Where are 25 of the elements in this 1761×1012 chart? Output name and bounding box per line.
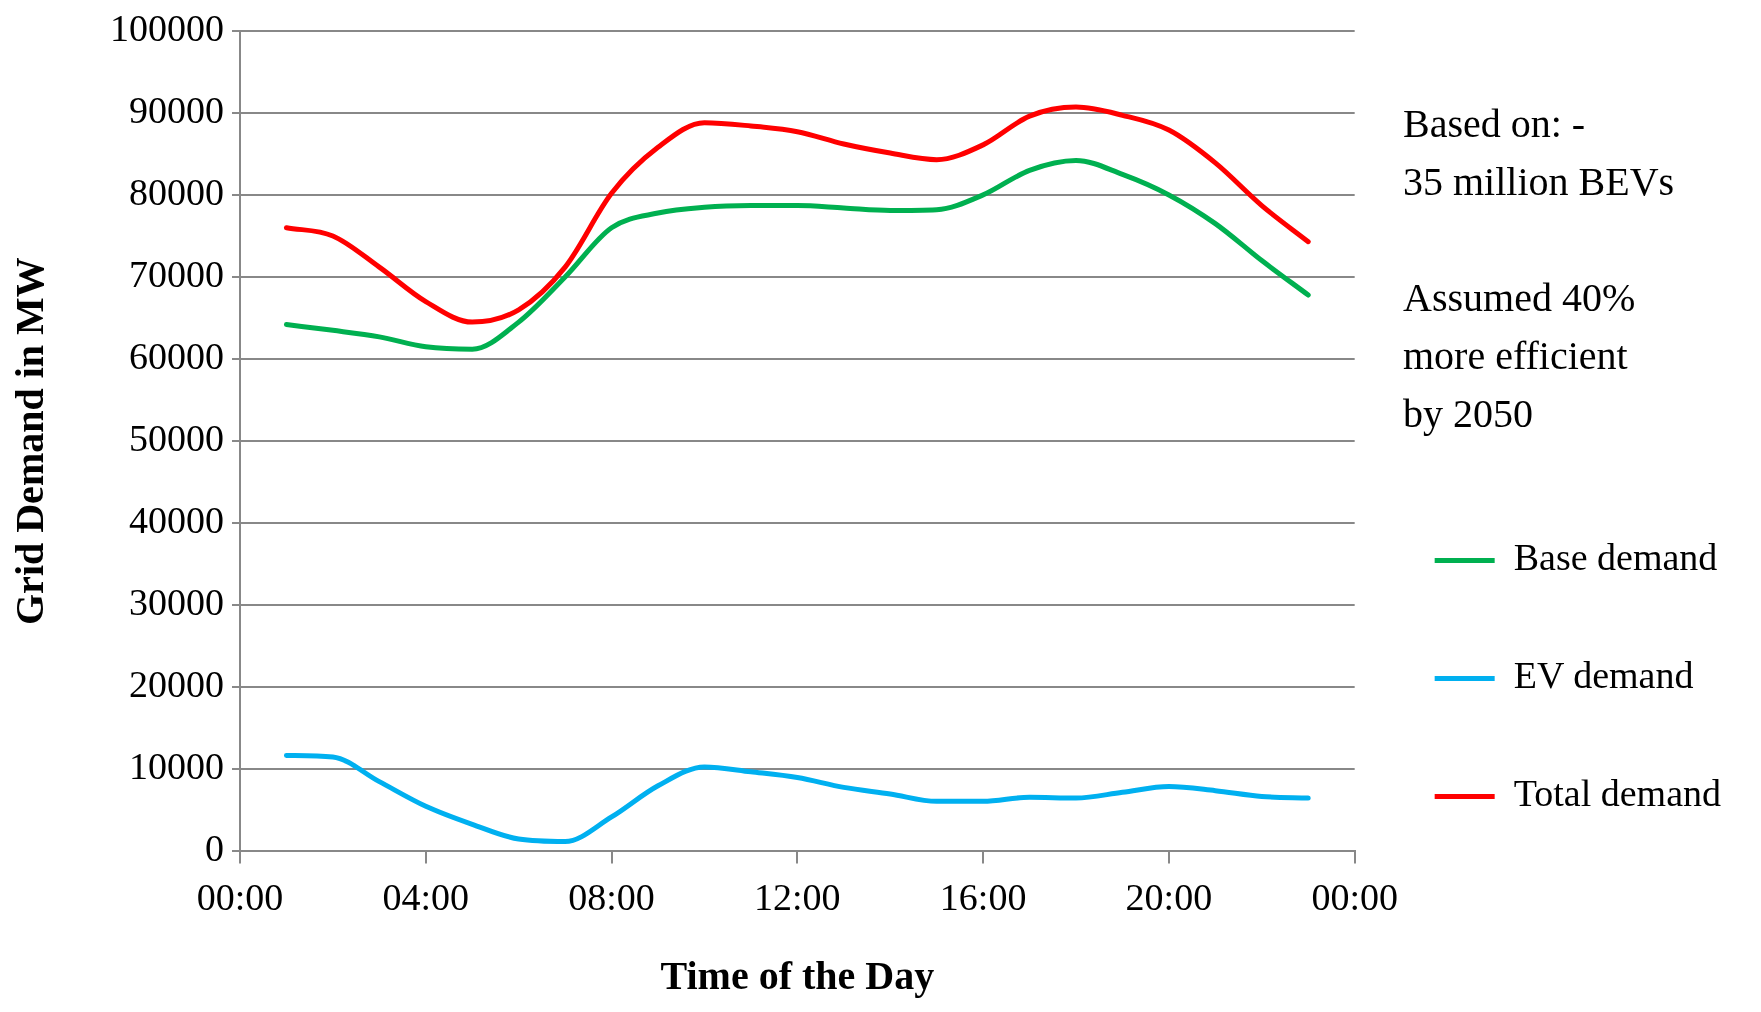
y-axis-title: Grid Demand in MW	[7, 257, 53, 625]
x-tick-label: 00:00	[196, 876, 284, 919]
x-tick-label: 20:00	[1125, 876, 1213, 919]
y-tick-label: 40000	[129, 499, 224, 542]
y-tick-label: 80000	[129, 170, 224, 213]
x-tick-label: 00:00	[1311, 876, 1398, 919]
legend-label: Total demand	[1513, 772, 1722, 815]
x-tick-label: 12:00	[754, 876, 841, 919]
y-tick-label: 50000	[129, 417, 224, 460]
y-tick-label: 10000	[129, 745, 224, 788]
y-tick-label: 70000	[129, 252, 224, 295]
y-tick-label: 100000	[110, 6, 224, 49]
y-tick-label: 90000	[129, 88, 224, 131]
x-tick-label: 08:00	[568, 876, 655, 919]
text: Based on: - 35 million BEVs	[1403, 100, 1675, 206]
legend-label: Base demand	[1513, 536, 1718, 579]
y-tick-label: 0	[205, 827, 224, 870]
x-axis-title: Time of the Day	[660, 953, 935, 999]
y-tick-label: 30000	[129, 581, 224, 624]
y-tick-label: 60000	[129, 335, 224, 378]
y-tick-label: 20000	[129, 663, 224, 706]
text: Assumed 40% more efficient by 2050	[1403, 274, 1637, 438]
x-tick-label: 04:00	[382, 876, 470, 919]
legend-label: EV demand	[1513, 654, 1694, 697]
x-tick-label: 16:00	[939, 876, 1027, 919]
